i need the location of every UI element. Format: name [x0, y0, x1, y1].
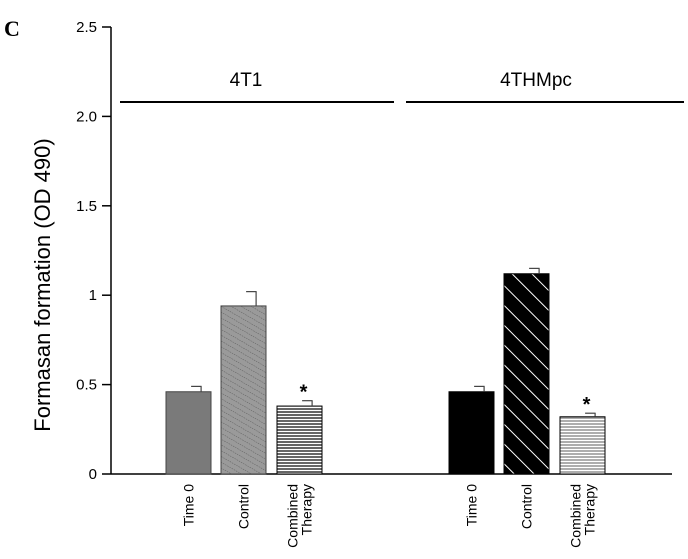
y-tick-label: 0 — [89, 466, 97, 483]
group-lines: 4T1 4THMpc — [120, 70, 684, 103]
category-label: Combined — [568, 484, 584, 548]
bar — [503, 273, 550, 475]
y-tick-label: 0.5 — [76, 377, 97, 394]
category-label: Time 0 — [181, 484, 197, 526]
y-tick-label: 2.5 — [76, 19, 97, 36]
significance-star: * — [300, 382, 308, 404]
category-label: Time 0 — [464, 484, 480, 526]
y-tick-label: 2.0 — [76, 108, 97, 125]
category-label: Therapy — [299, 484, 315, 535]
group-label: 4T1 — [230, 70, 263, 91]
bar — [276, 405, 323, 475]
y-tick-label: 1.5 — [76, 198, 97, 215]
y-axis-label: Formasan formation (OD 490) — [30, 138, 55, 431]
bar — [559, 416, 606, 475]
group-label: 4THMpc — [500, 70, 572, 91]
bar — [220, 305, 267, 475]
bars: ** — [165, 267, 606, 475]
category-label: Therapy — [582, 484, 598, 535]
significance-star: * — [583, 394, 591, 416]
category-label: Control — [236, 484, 252, 529]
bar — [165, 391, 212, 475]
category-label: Control — [519, 484, 535, 529]
panel-label: C — [4, 16, 20, 41]
y-tick-label: 1 — [89, 287, 97, 304]
bar — [448, 391, 495, 475]
y-axis: 0 0.5 1 1.5 2.0 2.5 — [76, 19, 112, 483]
category-label: Combined — [285, 484, 301, 548]
